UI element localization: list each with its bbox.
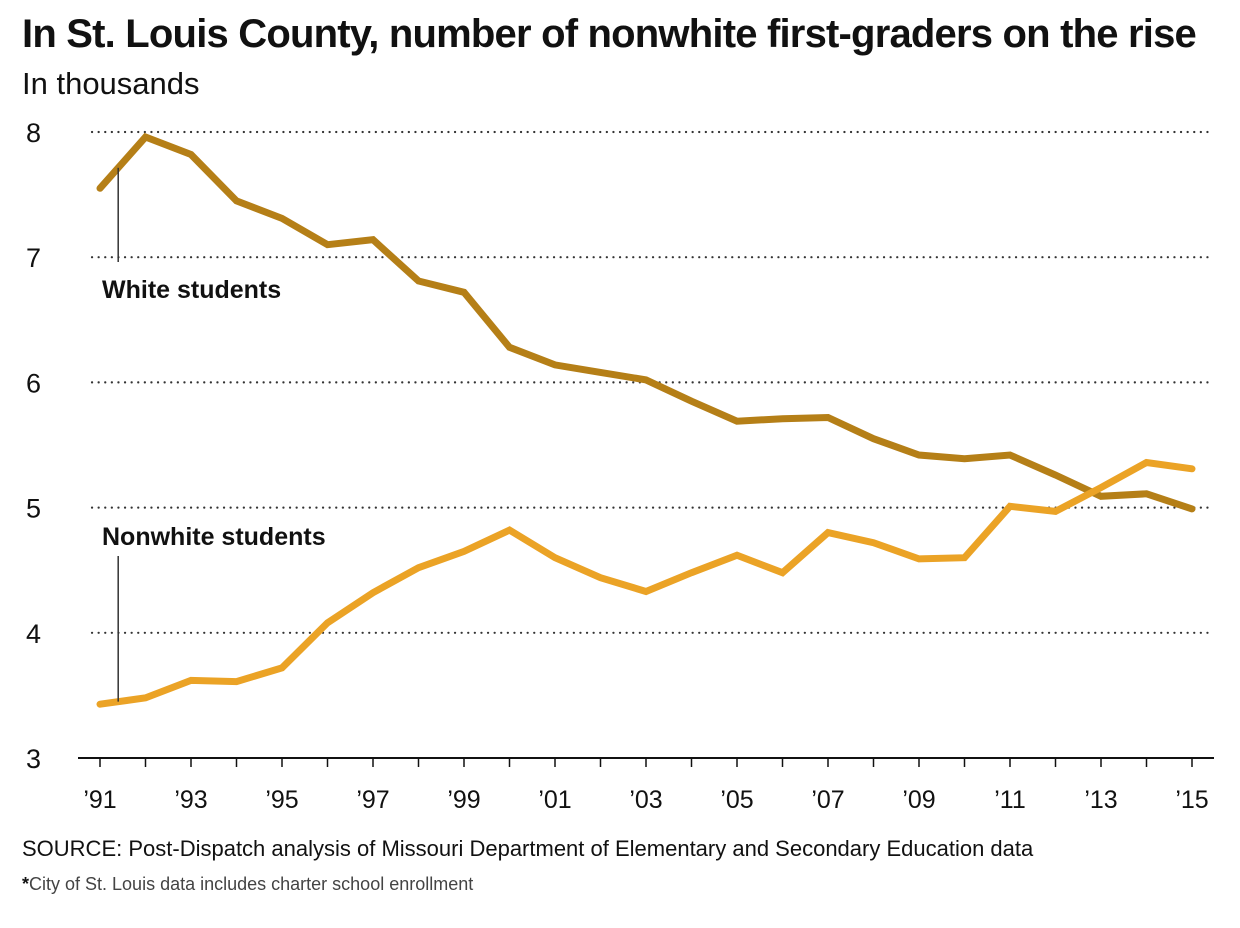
x-tick-label: ’03	[629, 786, 662, 814]
chart-subtitle: In thousands	[22, 66, 200, 101]
x-tick-label: ’97	[356, 786, 389, 814]
x-axis: ’91 ’93 ’95 ’97 ’99 ’01 ’03 ’05 ’07 ’09 ’11 ’13 ’15	[78, 757, 1214, 814]
series-line-white-students	[96, 132, 1196, 513]
footnote-star: *	[22, 874, 30, 894]
y-tick-label: 3	[26, 744, 41, 774]
y-tick-label: 6	[26, 368, 41, 398]
x-tick-label: ’99	[447, 786, 480, 814]
y-tick-label: 5	[26, 494, 41, 524]
x-tick-label: ’95	[265, 786, 298, 814]
y-tick-label: 8	[26, 118, 41, 148]
x-tick-label: ’09	[902, 786, 935, 814]
x-tick-label: ’91	[83, 786, 116, 814]
y-tick-label: 4	[26, 619, 41, 649]
x-tick-label: ’13	[1084, 786, 1117, 814]
x-tick-label: ’11	[994, 786, 1026, 814]
annotation-label: White students	[102, 276, 281, 304]
x-tick-label: ’93	[174, 786, 207, 814]
series-line-nonwhite-students	[96, 458, 1196, 708]
annotation-label: Nonwhite students	[102, 523, 326, 551]
series-annotations: White students Nonwhite students	[102, 167, 326, 702]
x-tick-label: ’01	[538, 786, 571, 814]
footnote: *City of St. Louis data includes charter…	[22, 874, 473, 895]
x-tick-label: ’05	[720, 786, 753, 814]
x-tick-label: ’07	[811, 786, 844, 814]
series-lines	[96, 132, 1196, 708]
y-axis-ticks: 3 4 5 6 7 8	[26, 118, 41, 774]
chart-title: In St. Louis County, number of nonwhite …	[22, 12, 1197, 56]
source-note: SOURCE: Post-Dispatch analysis of Missou…	[22, 836, 1034, 861]
x-tick-label: ’15	[1175, 786, 1208, 814]
footnote-text: City of St. Louis data includes charter …	[29, 874, 474, 894]
y-tick-label: 7	[26, 243, 41, 273]
